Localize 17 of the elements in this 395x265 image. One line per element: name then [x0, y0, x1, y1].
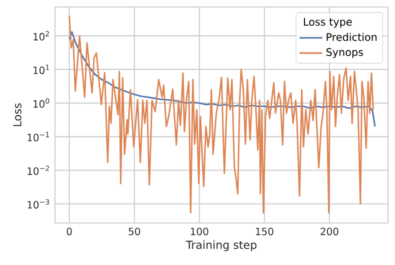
y-tick-label: 10$^{−2}$: [28, 166, 49, 175]
y-tick-label: 10$^{0}$: [34, 98, 50, 108]
x-tick-label: 50: [128, 228, 140, 236]
x-tick-label: 100: [190, 228, 208, 236]
x-tick-label: 200: [320, 228, 338, 236]
legend-title: Loss type: [304, 18, 352, 28]
x-tick-label: 0: [66, 228, 72, 236]
legend-label: Prediction: [326, 32, 377, 41]
x-axis-title: Training step: [186, 240, 256, 252]
y-tick-label: 10$^{2}$: [34, 31, 49, 41]
y-tick-label: 10$^{−3}$: [28, 199, 50, 209]
line-series: [68, 31, 376, 128]
legend-label: Synops: [326, 48, 363, 58]
x-tick-label: 150: [256, 228, 274, 236]
y-axis-title: Loss: [13, 103, 22, 126]
y-tick-label: 10$^{−1}$: [28, 132, 49, 142]
y-tick-label: 10$^{1}$: [34, 64, 49, 74]
